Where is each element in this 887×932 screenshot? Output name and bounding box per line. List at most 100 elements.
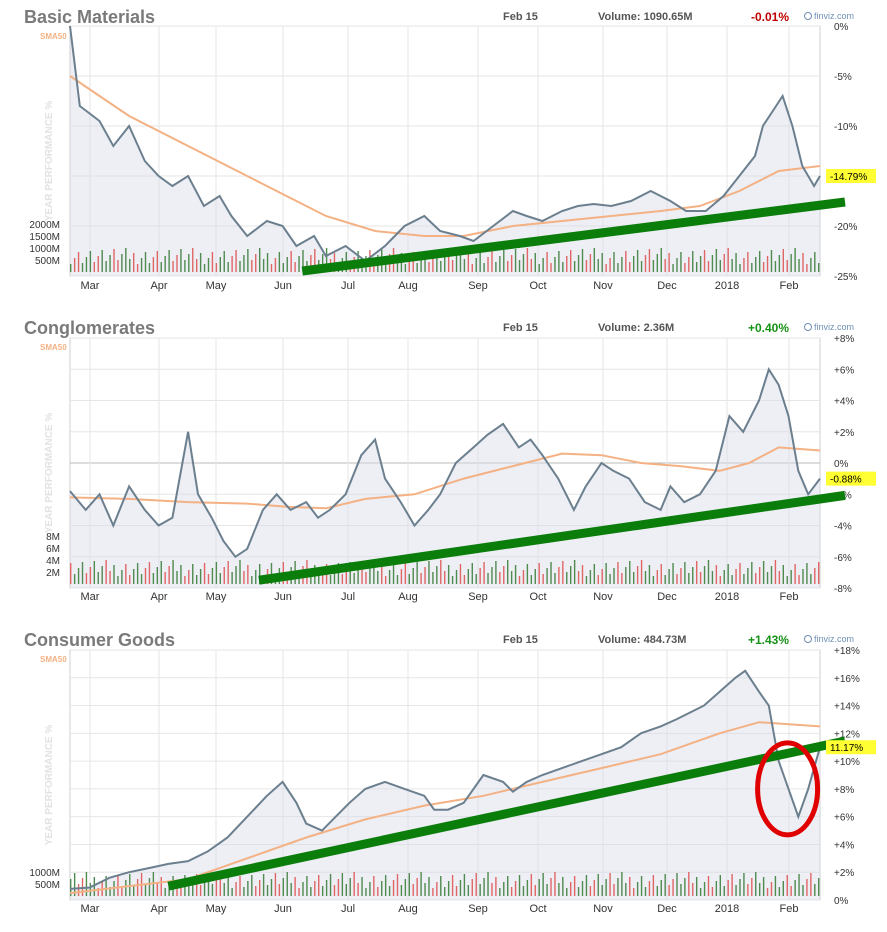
change-label: +0.40% bbox=[748, 321, 789, 335]
volume-bar bbox=[444, 887, 446, 896]
sma-legend: SMA50 bbox=[40, 343, 67, 352]
y-tick-label: 0% bbox=[834, 896, 849, 907]
volume-bar bbox=[136, 264, 139, 272]
volume-bar bbox=[483, 263, 485, 272]
volume-bar bbox=[747, 884, 749, 896]
volume-bar bbox=[129, 259, 131, 272]
volume-bar bbox=[341, 873, 344, 896]
volume-bar bbox=[707, 261, 710, 272]
volume-bar bbox=[739, 879, 741, 896]
volume-bar bbox=[235, 250, 237, 272]
volume-bar bbox=[656, 570, 659, 584]
volume-bar bbox=[636, 250, 639, 272]
volume-bar bbox=[597, 575, 599, 584]
volume-bar bbox=[310, 571, 312, 584]
volume-bar bbox=[329, 874, 332, 896]
volume-bar bbox=[420, 573, 422, 584]
volume-bar bbox=[581, 881, 584, 896]
volume-bar bbox=[109, 255, 111, 272]
volume-bar bbox=[373, 876, 375, 896]
volume-bar bbox=[436, 882, 438, 896]
volume-bar bbox=[739, 264, 741, 272]
volume-bar bbox=[640, 261, 643, 272]
x-tick-label: Sep bbox=[468, 280, 488, 292]
y-tick-label: -25% bbox=[834, 272, 857, 283]
volume-bar bbox=[199, 253, 202, 272]
volume-bar bbox=[105, 261, 107, 272]
volume-bar bbox=[109, 571, 111, 584]
volume-bar bbox=[581, 565, 584, 584]
volume-bar bbox=[404, 879, 407, 896]
volume-bar bbox=[656, 254, 659, 272]
volume-bar bbox=[255, 886, 257, 896]
volume-bar bbox=[542, 873, 544, 896]
volume-bar bbox=[384, 260, 387, 272]
volume-bar bbox=[239, 560, 241, 584]
volume-bar bbox=[125, 880, 127, 896]
x-tick-label: 2018 bbox=[715, 280, 739, 292]
volume-bar bbox=[451, 260, 454, 272]
volume-bar bbox=[766, 572, 769, 584]
y-tick-label: -8% bbox=[834, 584, 852, 595]
volume-tick-label: 4M bbox=[46, 556, 60, 567]
volume-bar bbox=[361, 561, 363, 584]
volume-bar bbox=[605, 563, 607, 584]
volume-bar bbox=[440, 876, 442, 896]
volume-bar bbox=[207, 258, 210, 272]
change-label: +1.43% bbox=[748, 633, 789, 647]
volume-bar bbox=[585, 576, 588, 584]
volume-bar bbox=[416, 562, 418, 584]
volume-bar bbox=[699, 256, 702, 272]
volume-bar bbox=[707, 876, 710, 896]
volume-bar bbox=[510, 255, 513, 272]
volume-bar bbox=[239, 261, 241, 272]
volume-bar bbox=[711, 571, 714, 584]
volume-bar bbox=[258, 248, 261, 272]
volume-bar bbox=[668, 885, 670, 896]
volume-bar bbox=[121, 254, 123, 272]
volume-bar bbox=[762, 877, 765, 896]
volume-bar bbox=[160, 561, 162, 584]
volume-bar bbox=[392, 880, 395, 896]
volume-bar bbox=[333, 885, 336, 896]
volume-bar bbox=[314, 881, 316, 896]
volume-bar bbox=[235, 566, 237, 584]
volume-bar bbox=[695, 262, 698, 272]
volume-bar bbox=[227, 262, 229, 272]
volume-bar bbox=[629, 561, 631, 584]
volume-bar bbox=[144, 884, 147, 896]
volume-bar bbox=[684, 263, 686, 272]
volume-bar bbox=[195, 259, 198, 272]
volume-bar bbox=[243, 255, 245, 272]
volume-bar bbox=[321, 886, 324, 896]
volume-bar bbox=[794, 880, 796, 896]
volume-bar bbox=[270, 563, 273, 584]
x-tick-label: Apr bbox=[150, 903, 167, 915]
volume-bar bbox=[231, 888, 233, 896]
y-tick-label: +2% bbox=[834, 428, 854, 439]
volume-bar bbox=[73, 574, 76, 584]
volume-bar bbox=[125, 248, 127, 272]
volume-bar bbox=[632, 256, 635, 272]
volume-bar bbox=[636, 882, 639, 896]
volume-bar bbox=[381, 881, 383, 896]
volume-bar bbox=[180, 565, 182, 584]
volume-bar bbox=[85, 872, 88, 896]
volume-bar bbox=[538, 879, 540, 896]
volume-bar bbox=[278, 252, 281, 272]
volume-bar bbox=[782, 881, 784, 896]
volume-bar bbox=[168, 250, 170, 272]
volume-bar bbox=[786, 875, 788, 896]
x-tick-label: Feb bbox=[780, 591, 799, 603]
volume-bar bbox=[648, 249, 651, 272]
volume-bar bbox=[432, 256, 434, 272]
volume-bar bbox=[152, 257, 155, 272]
x-tick-label: Jul bbox=[341, 591, 355, 603]
volume-bar bbox=[625, 567, 627, 584]
volume-bar bbox=[613, 568, 615, 584]
volume-bar bbox=[160, 262, 162, 272]
volume-bar bbox=[684, 562, 686, 584]
volume-bar bbox=[156, 883, 159, 896]
volume-bar bbox=[755, 257, 757, 272]
x-tick-label: Nov bbox=[593, 903, 613, 915]
